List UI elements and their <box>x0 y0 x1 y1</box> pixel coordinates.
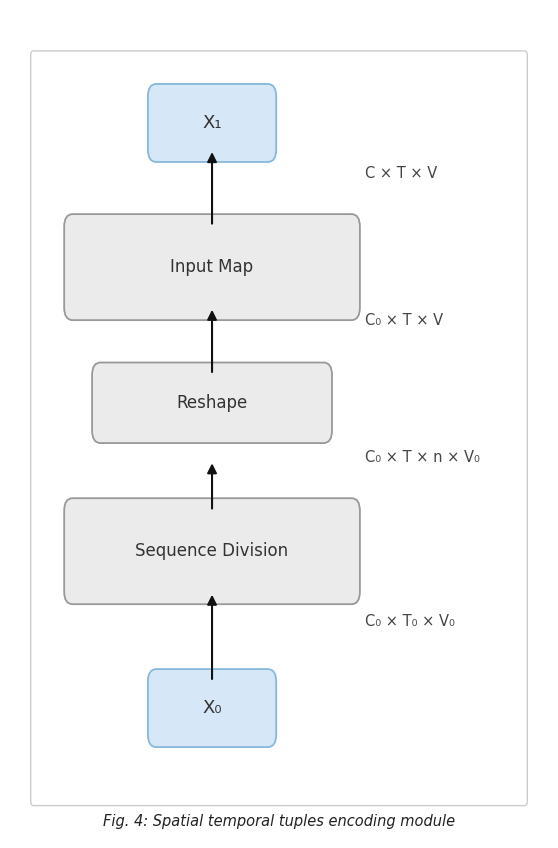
FancyBboxPatch shape <box>148 669 276 747</box>
FancyBboxPatch shape <box>64 215 360 321</box>
Text: C₀ × T₀ × V₀: C₀ × T₀ × V₀ <box>365 614 455 629</box>
Text: Fig. 4: Spatial temporal tuples encoding module: Fig. 4: Spatial temporal tuples encoding… <box>103 814 455 829</box>
FancyBboxPatch shape <box>31 51 527 806</box>
FancyBboxPatch shape <box>148 84 276 162</box>
Text: C₀ × T × n × V₀: C₀ × T × n × V₀ <box>365 450 480 466</box>
Text: X₁: X₁ <box>202 114 222 132</box>
Text: C₀ × T × V: C₀ × T × V <box>365 313 444 328</box>
Text: X₀: X₀ <box>202 699 222 717</box>
FancyBboxPatch shape <box>64 499 360 604</box>
Text: Sequence Division: Sequence Division <box>136 542 288 561</box>
Text: Reshape: Reshape <box>176 393 248 412</box>
Text: Input Map: Input Map <box>171 258 253 276</box>
Text: C × T × V: C × T × V <box>365 166 437 181</box>
FancyBboxPatch shape <box>92 363 332 443</box>
